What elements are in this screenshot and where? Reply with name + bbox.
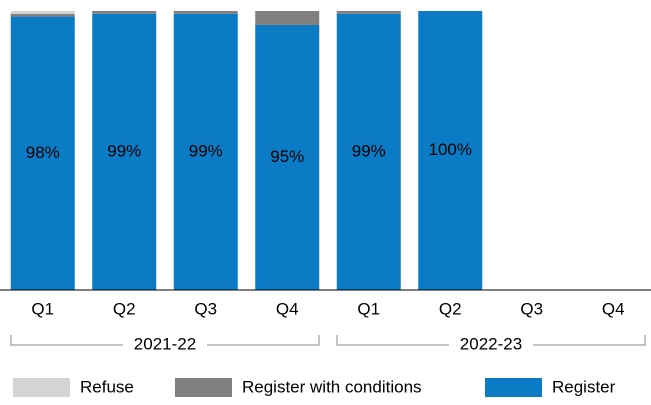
x-tick-label: Q4 [602, 299, 625, 318]
x-tick-label: Q2 [439, 299, 462, 318]
group-label: 2021-22 [134, 334, 196, 353]
bar-segment [418, 11, 483, 290]
data-label: 99% [107, 141, 141, 160]
x-tick-label: Q2 [113, 299, 136, 318]
x-tick-label: Q3 [520, 299, 543, 318]
legend-label: Register [552, 377, 616, 396]
bar-segment [92, 13, 157, 290]
bar-segment [10, 11, 75, 14]
group-bracket [10, 335, 320, 346]
data-label: 95% [270, 147, 304, 166]
x-tick-label: Q3 [194, 299, 217, 318]
data-label: 99% [189, 141, 223, 160]
legend-label: Register with conditions [242, 377, 422, 396]
data-label: 98% [26, 143, 60, 162]
x-tick-label: Q4 [276, 299, 299, 318]
group-bracket [336, 335, 646, 346]
x-tick-label: Q1 [357, 299, 380, 318]
data-label: 99% [352, 141, 386, 160]
legend-swatch [13, 378, 70, 397]
bar-segment [255, 11, 320, 25]
bar-segment [173, 13, 238, 290]
legend-label: Refuse [80, 377, 134, 396]
legend-swatch [175, 378, 232, 397]
data-label: 100% [429, 140, 472, 159]
bar-segment [10, 13, 75, 17]
bar-segment [255, 24, 320, 290]
bar-segment [173, 11, 238, 14]
group-label: 2022-23 [460, 334, 522, 353]
bar-segment [336, 13, 401, 290]
bar-segment [336, 11, 401, 14]
legend-swatch [485, 378, 542, 397]
x-tick-label: Q1 [31, 299, 54, 318]
bar-segment [92, 11, 157, 14]
bar-segment [10, 16, 75, 291]
